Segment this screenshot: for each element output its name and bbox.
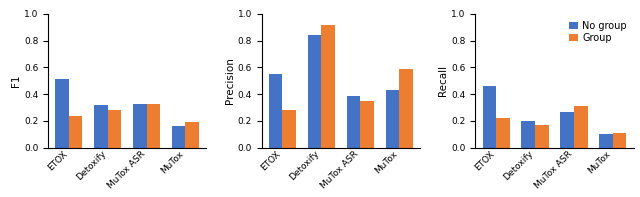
Legend: No group, Group: No group, Group xyxy=(566,19,628,45)
Bar xyxy=(108,110,122,148)
Bar xyxy=(612,133,627,148)
Bar xyxy=(496,118,509,148)
Bar xyxy=(599,134,612,148)
Bar xyxy=(186,122,199,148)
Bar xyxy=(282,110,296,148)
Bar xyxy=(560,112,574,148)
Bar xyxy=(385,90,399,148)
Bar xyxy=(522,121,535,148)
Y-axis label: Recall: Recall xyxy=(438,65,449,96)
Bar xyxy=(483,86,496,148)
Bar xyxy=(321,24,335,148)
Bar xyxy=(308,35,321,148)
Bar xyxy=(574,106,588,148)
Bar xyxy=(172,126,186,148)
Bar xyxy=(269,74,282,148)
Bar xyxy=(535,125,548,148)
Y-axis label: Precision: Precision xyxy=(225,57,235,104)
Y-axis label: F1: F1 xyxy=(11,74,21,87)
Bar xyxy=(69,116,83,148)
Bar xyxy=(347,96,360,148)
Bar xyxy=(133,104,147,148)
Bar xyxy=(147,104,160,148)
Bar xyxy=(399,69,413,148)
Bar xyxy=(360,101,374,148)
Bar xyxy=(55,79,69,148)
Bar xyxy=(94,105,108,148)
